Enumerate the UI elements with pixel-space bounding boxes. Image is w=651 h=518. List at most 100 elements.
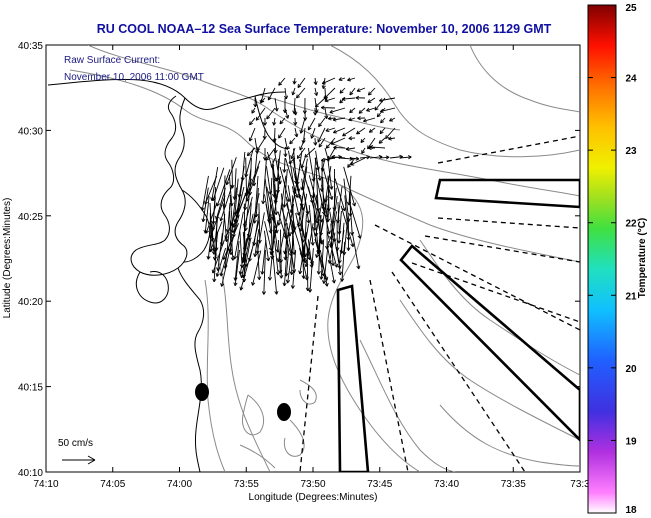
current-vector	[276, 175, 287, 226]
colorbar-tick-label: 23	[625, 146, 637, 157]
current-vector	[291, 87, 296, 96]
surface-current-vectors	[200, 77, 412, 295]
current-vector	[342, 212, 349, 256]
current-vector	[243, 196, 253, 228]
coastline	[47, 78, 291, 472]
y-axis-ticks: 40:35 40:30 40:25 40:20 40:15 40:10	[18, 41, 580, 479]
current-vector	[292, 77, 297, 85]
current-vector	[378, 137, 386, 144]
current-vector	[299, 137, 306, 151]
current-vector	[211, 239, 225, 274]
colorbar-tick-label: 20	[625, 364, 637, 375]
y-tick-label: 40:30	[18, 126, 43, 137]
current-vector	[327, 248, 336, 284]
current-vector	[313, 107, 318, 116]
y-axis-label: Latitude (Degrees:Minutes)	[2, 198, 13, 319]
current-vector	[308, 248, 314, 293]
current-vector	[318, 195, 328, 237]
current-vector	[359, 155, 370, 160]
current-vector	[284, 137, 289, 150]
current-vector	[290, 249, 297, 289]
current-vector	[279, 249, 284, 279]
colorbar-tick-label: 24	[625, 74, 637, 85]
current-vector	[276, 211, 289, 263]
current-vector	[350, 157, 366, 166]
current-vector	[260, 240, 267, 275]
y-tick-label: 40:15	[18, 383, 43, 394]
current-vector	[255, 107, 266, 121]
current-vector	[254, 137, 260, 154]
current-vector	[245, 166, 260, 202]
current-vector	[325, 137, 336, 149]
current-vector	[347, 77, 356, 82]
current-vector	[349, 107, 356, 114]
current-vector	[220, 248, 231, 287]
current-vector	[290, 147, 296, 159]
current-vector	[285, 240, 294, 284]
x-tick-label: 73:55	[234, 479, 259, 490]
current-vector	[337, 229, 345, 264]
current-vector	[211, 167, 225, 202]
current-vector	[283, 87, 289, 100]
current-vector	[302, 213, 307, 262]
current-vector	[322, 167, 334, 200]
current-vector	[284, 107, 290, 119]
current-vector	[283, 147, 288, 157]
current-vector	[330, 223, 336, 266]
current-vector	[283, 203, 295, 255]
scale-arrow	[62, 455, 96, 465]
current-vector	[379, 97, 396, 103]
current-vector	[266, 107, 276, 120]
current-vector	[318, 117, 326, 127]
current-vector	[385, 127, 396, 139]
current-vector	[289, 137, 296, 145]
current-vector	[233, 249, 240, 286]
current-vector	[247, 220, 260, 262]
current-vector	[388, 136, 396, 141]
bathymetry-contours	[69, 45, 580, 472]
current-vector	[368, 127, 376, 133]
colorbar	[587, 4, 617, 514]
current-vector	[349, 87, 356, 96]
x-axis-ticks: 74:10 74:05 74:00 73:55 73:50 73:45 73:40 73:35…	[33, 45, 590, 490]
current-vector	[380, 117, 386, 124]
current-vector	[348, 136, 356, 141]
legend-line-1: Raw Surface Current:	[64, 55, 160, 66]
legend-line-2: November 10, 2006 11:00 GMT	[64, 72, 204, 83]
current-vector	[298, 231, 308, 275]
current-vector	[333, 127, 346, 134]
current-vector	[379, 107, 396, 113]
current-vector	[376, 107, 386, 118]
current-vector	[379, 127, 386, 135]
x-tick-label: 73:3	[570, 479, 590, 490]
current-vector	[314, 97, 326, 108]
current-vector	[251, 250, 262, 286]
current-vector	[248, 127, 256, 142]
current-vector	[318, 137, 326, 148]
current-vector	[246, 147, 256, 157]
current-vector	[335, 186, 343, 224]
current-vector	[293, 107, 298, 116]
current-vector	[327, 116, 336, 121]
current-vector	[358, 107, 366, 114]
current-vector	[201, 187, 209, 223]
colorbar-ticks: 25 24 23 22 21 20 19 18	[588, 3, 637, 516]
x-tick-label: 74:05	[100, 479, 125, 490]
current-vector	[366, 107, 376, 112]
current-vector	[313, 77, 318, 85]
buoy-marker	[277, 403, 291, 421]
current-vector	[322, 241, 329, 284]
current-vector	[256, 137, 266, 151]
current-vector	[209, 195, 226, 239]
current-vector	[369, 144, 386, 150]
current-vector	[216, 169, 231, 207]
colorbar-tick-label: 18	[625, 505, 637, 516]
y-tick-label: 40:25	[18, 212, 43, 223]
current-vector	[271, 186, 280, 221]
current-vector	[212, 239, 218, 283]
current-vector	[340, 241, 346, 282]
current-vector	[348, 117, 356, 122]
current-vector	[308, 205, 315, 246]
current-vector	[349, 156, 360, 161]
